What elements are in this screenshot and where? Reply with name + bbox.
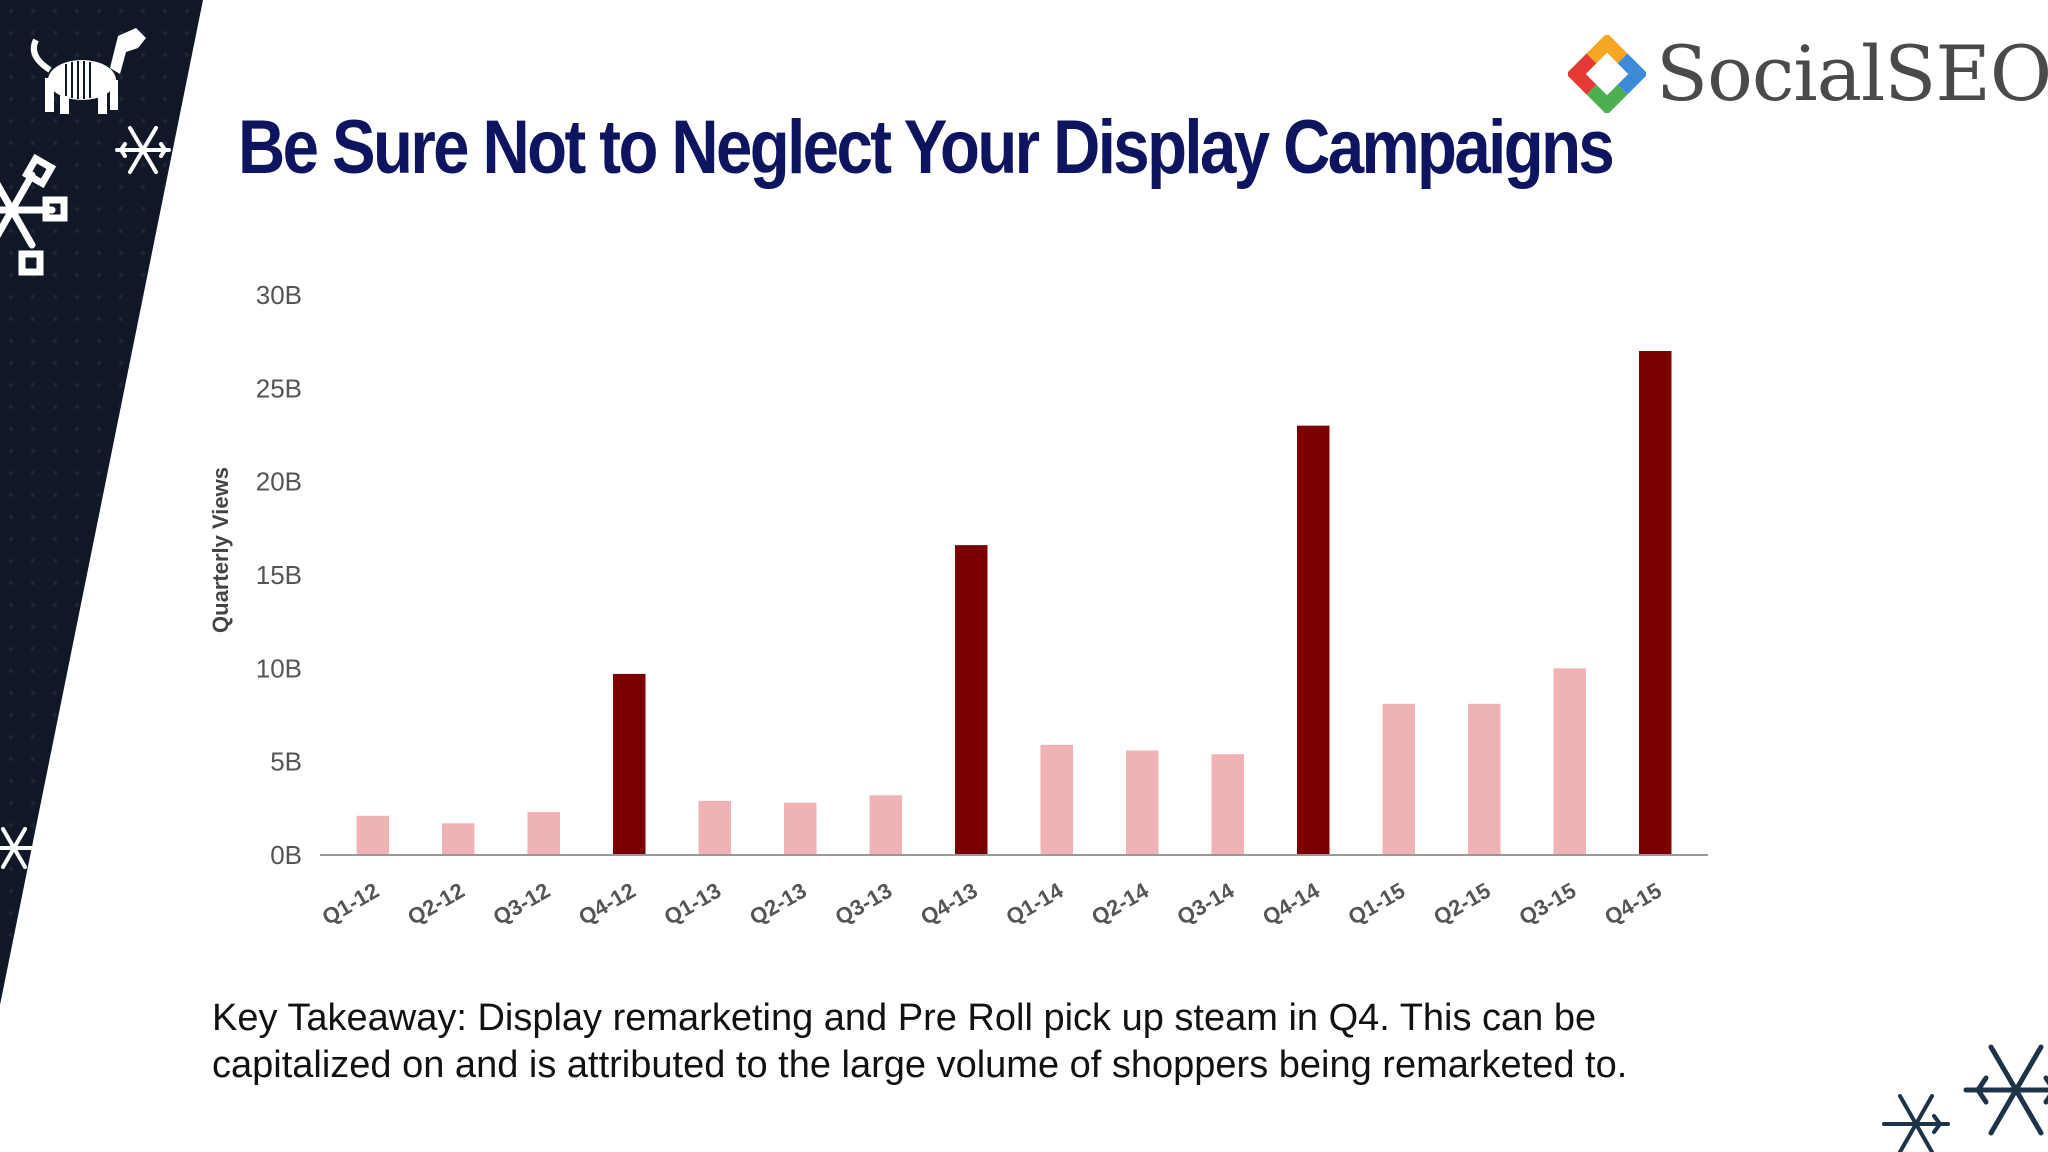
snowflake-icon <box>1882 1044 2048 1152</box>
y-tick-label: 20B <box>256 467 302 497</box>
y-axis-label: Quarterly Views <box>208 467 233 633</box>
x-tick-label: Q2-12 <box>403 878 468 930</box>
bar-q3-12 <box>527 812 560 855</box>
logo-text: SocialSEO <box>1656 29 2048 118</box>
bar-q4-14 <box>1297 425 1330 855</box>
x-tick-label: Q1-12 <box>318 878 383 930</box>
x-tick-label: Q4-14 <box>1258 877 1324 930</box>
bar-q2-14 <box>1126 750 1159 855</box>
snowflake-icon <box>0 126 171 869</box>
x-tick-label: Q1-13 <box>660 878 725 930</box>
y-tick-label: 30B <box>256 280 302 310</box>
x-tick-label: Q2-15 <box>1429 878 1494 930</box>
bar-q2-13 <box>784 802 817 855</box>
y-tick-label: 10B <box>256 653 302 683</box>
bar-q4-13 <box>955 545 988 855</box>
bar-q1-14 <box>1040 744 1073 855</box>
bar-q3-13 <box>869 795 902 855</box>
x-tick-label: Q4-13 <box>916 878 981 930</box>
bar-q1-12 <box>356 815 389 855</box>
x-tick-label: Q2-14 <box>1087 877 1153 930</box>
x-tick-label: Q3-13 <box>831 878 896 930</box>
logo: SocialSEO <box>1568 32 2048 116</box>
y-tick-label: 25B <box>256 373 302 403</box>
page-title: Be Sure Not to Neglect Your Display Camp… <box>238 105 1615 190</box>
bar-chart: Quarterly Views 0B 5B 10B 15B 20B 25B 30B Q1-1… <box>208 280 1708 930</box>
bar-q2-12 <box>442 823 475 855</box>
x-tick-label: Q4-12 <box>574 878 639 930</box>
bar-q1-13 <box>698 800 731 855</box>
y-tick-label: 15B <box>256 560 302 590</box>
x-tick-label: Q3-14 <box>1173 877 1239 930</box>
x-tick-label: Q2-13 <box>745 878 810 930</box>
x-tick-label: Q1-15 <box>1344 878 1409 930</box>
dog-icon <box>30 28 146 114</box>
key-takeaway: Key Takeaway: Display remarketing and Pr… <box>212 997 1628 1086</box>
bar-q2-15 <box>1468 703 1501 855</box>
bar-q1-15 <box>1382 703 1415 855</box>
x-tick-label: Q4-15 <box>1600 878 1665 930</box>
x-tick-label: Q3-15 <box>1515 878 1580 930</box>
y-tick-label: 0B <box>270 840 302 870</box>
bar-q3-14 <box>1211 754 1244 855</box>
bar-q3-15 <box>1553 668 1586 855</box>
logo-icon <box>1568 35 1646 113</box>
bar-q4-15 <box>1639 351 1672 855</box>
y-tick-label: 5B <box>270 747 302 777</box>
x-tick-label: Q3-12 <box>489 878 554 930</box>
x-tick-label: Q1-14 <box>1002 877 1068 930</box>
bar-q4-12 <box>613 673 646 855</box>
